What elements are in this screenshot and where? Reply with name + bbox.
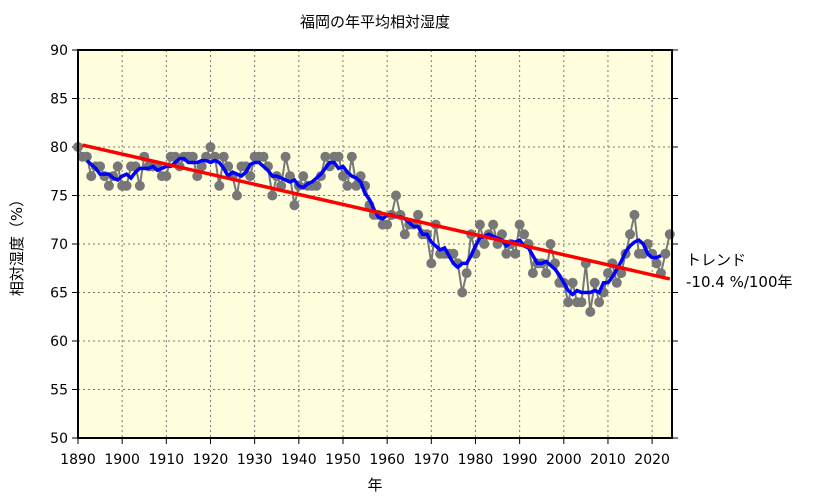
annual-point: [660, 248, 671, 259]
annual-point: [585, 306, 596, 317]
annual-point: [245, 171, 256, 182]
annual-point: [651, 258, 662, 269]
x-tick-label: 1910: [149, 452, 185, 468]
annual-point: [545, 239, 556, 249]
annual-point: [280, 151, 291, 162]
annual-point: [457, 287, 468, 298]
annual-point: [625, 229, 636, 240]
annual-point: [231, 190, 242, 201]
y-tick-label: 85: [50, 92, 68, 108]
annual-point: [205, 142, 216, 152]
annual-point: [86, 171, 97, 182]
annual-point: [563, 297, 574, 308]
annual-point: [209, 151, 220, 162]
x-axis-label: 年: [367, 476, 382, 494]
annual-point: [399, 229, 410, 240]
annual-point: [616, 268, 627, 279]
annual-point: [218, 151, 229, 162]
y-tick-label: 70: [50, 237, 68, 253]
annual-point: [298, 171, 309, 182]
x-tick-label: 1920: [193, 452, 229, 468]
annual-point: [214, 180, 225, 191]
annual-point: [567, 277, 578, 288]
annual-point: [134, 180, 145, 191]
annual-point: [602, 268, 613, 279]
annual-point: [333, 151, 344, 162]
y-tick-label: 80: [50, 140, 68, 156]
x-tick-label: 1940: [281, 452, 317, 468]
plot-border: [77, 49, 673, 439]
trend-line: [82, 143, 671, 281]
annual-point: [510, 248, 521, 259]
x-tick-label: 1980: [458, 452, 494, 468]
x-tick-label: 1930: [237, 452, 273, 468]
y-tick-label: 50: [50, 431, 68, 447]
y-axis-label: 相対湿度（%）: [8, 192, 26, 296]
x-tick-label: 1900: [104, 452, 140, 468]
annual-point: [320, 151, 331, 162]
annual-point: [576, 297, 587, 308]
annual-point: [413, 209, 424, 220]
annual-point: [81, 151, 92, 162]
x-tick-label: 1960: [369, 452, 405, 468]
trend-annotation-2: -10.4 %/100年: [686, 273, 793, 291]
y-tick-label: 90: [50, 43, 68, 59]
annual-point: [426, 258, 437, 269]
y-tick-label: 55: [50, 383, 68, 399]
annual-point: [461, 268, 472, 279]
annual-point: [161, 171, 172, 182]
annual-point: [337, 171, 348, 182]
annual-point: [589, 277, 600, 288]
annual-point: [112, 161, 123, 172]
annual-point: [284, 171, 295, 182]
x-tick-label: 1970: [413, 452, 449, 468]
annual-point: [611, 277, 622, 288]
annual-point: [187, 151, 198, 162]
x-tick-label: 2010: [590, 452, 626, 468]
x-tick-label: 1890: [60, 452, 96, 468]
annual-point: [258, 151, 269, 162]
annual-point: [501, 248, 512, 259]
annual-point: [474, 219, 485, 230]
running-mean-line: [85, 156, 662, 297]
annual-point: [664, 229, 675, 240]
annual-point: [594, 297, 605, 308]
annual-point: [496, 229, 507, 240]
annual-point: [382, 219, 393, 230]
annual-point: [311, 180, 322, 191]
annual-point: [342, 180, 353, 191]
x-tick-label: 2020: [634, 452, 670, 468]
y-tick-label: 65: [50, 286, 68, 302]
annual-point: [514, 219, 525, 230]
annual-point: [629, 209, 640, 220]
y-tick-label: 75: [50, 189, 68, 205]
x-tick-label: 2000: [546, 452, 582, 468]
annual-point: [192, 171, 203, 182]
x-tick-label: 1950: [325, 452, 361, 468]
annual-point: [519, 229, 530, 240]
chart-title: 福岡の年平均相対湿度: [300, 13, 450, 31]
trend-annotation-1: トレンド: [686, 251, 746, 269]
annual-point: [488, 219, 499, 230]
annual-point: [351, 180, 362, 191]
annual-point: [479, 239, 490, 249]
annual-point: [390, 190, 401, 201]
y-tick-label: 60: [50, 334, 68, 350]
annual-point: [103, 180, 114, 191]
x-tick-label: 1990: [502, 452, 538, 468]
annual-point: [289, 200, 300, 211]
annual-point: [196, 161, 207, 172]
annual-point: [527, 268, 538, 279]
annual-point: [121, 180, 132, 191]
annual-point: [346, 151, 357, 162]
annual-point: [541, 268, 552, 279]
annual-point: [267, 190, 278, 201]
